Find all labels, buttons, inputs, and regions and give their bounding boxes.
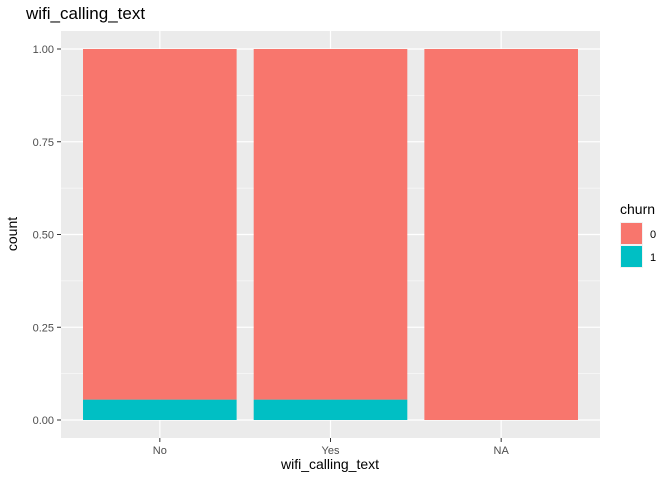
bar-yes-churn-0 bbox=[253, 49, 408, 400]
chart-title: wifi_calling_text bbox=[25, 4, 145, 23]
x-axis-ticks: No Yes NA bbox=[153, 438, 510, 457]
y-tick-label: 1.00 bbox=[33, 44, 54, 56]
legend-swatch-1 bbox=[621, 246, 642, 267]
legend: churn 01 bbox=[620, 201, 656, 268]
y-tick-label: 0.25 bbox=[33, 322, 54, 334]
y-tick-label: 0.50 bbox=[33, 230, 54, 242]
x-axis-title: wifi_calling_text bbox=[280, 456, 379, 472]
y-axis-ticks: 0.00 0.25 0.50 0.75 1.00 bbox=[33, 44, 61, 427]
bar-na-churn-0 bbox=[424, 49, 578, 420]
y-axis-title: count bbox=[4, 217, 20, 251]
legend-items: 01 bbox=[620, 222, 656, 268]
bar-no-churn-0 bbox=[83, 49, 237, 400]
bars bbox=[83, 49, 578, 420]
legend-label-0: 0 bbox=[650, 229, 656, 241]
y-tick-label: 0.75 bbox=[33, 137, 54, 149]
bar-no-churn-1 bbox=[83, 399, 237, 420]
x-tick-label: Yes bbox=[322, 445, 340, 457]
legend-title: churn bbox=[620, 201, 655, 217]
legend-swatch-0 bbox=[621, 223, 642, 244]
legend-label-1: 1 bbox=[650, 252, 656, 264]
x-tick-label: NA bbox=[494, 445, 510, 457]
y-tick-label: 0.00 bbox=[33, 415, 54, 427]
bar-yes-churn-1 bbox=[253, 399, 408, 420]
x-tick-label: No bbox=[153, 445, 167, 457]
